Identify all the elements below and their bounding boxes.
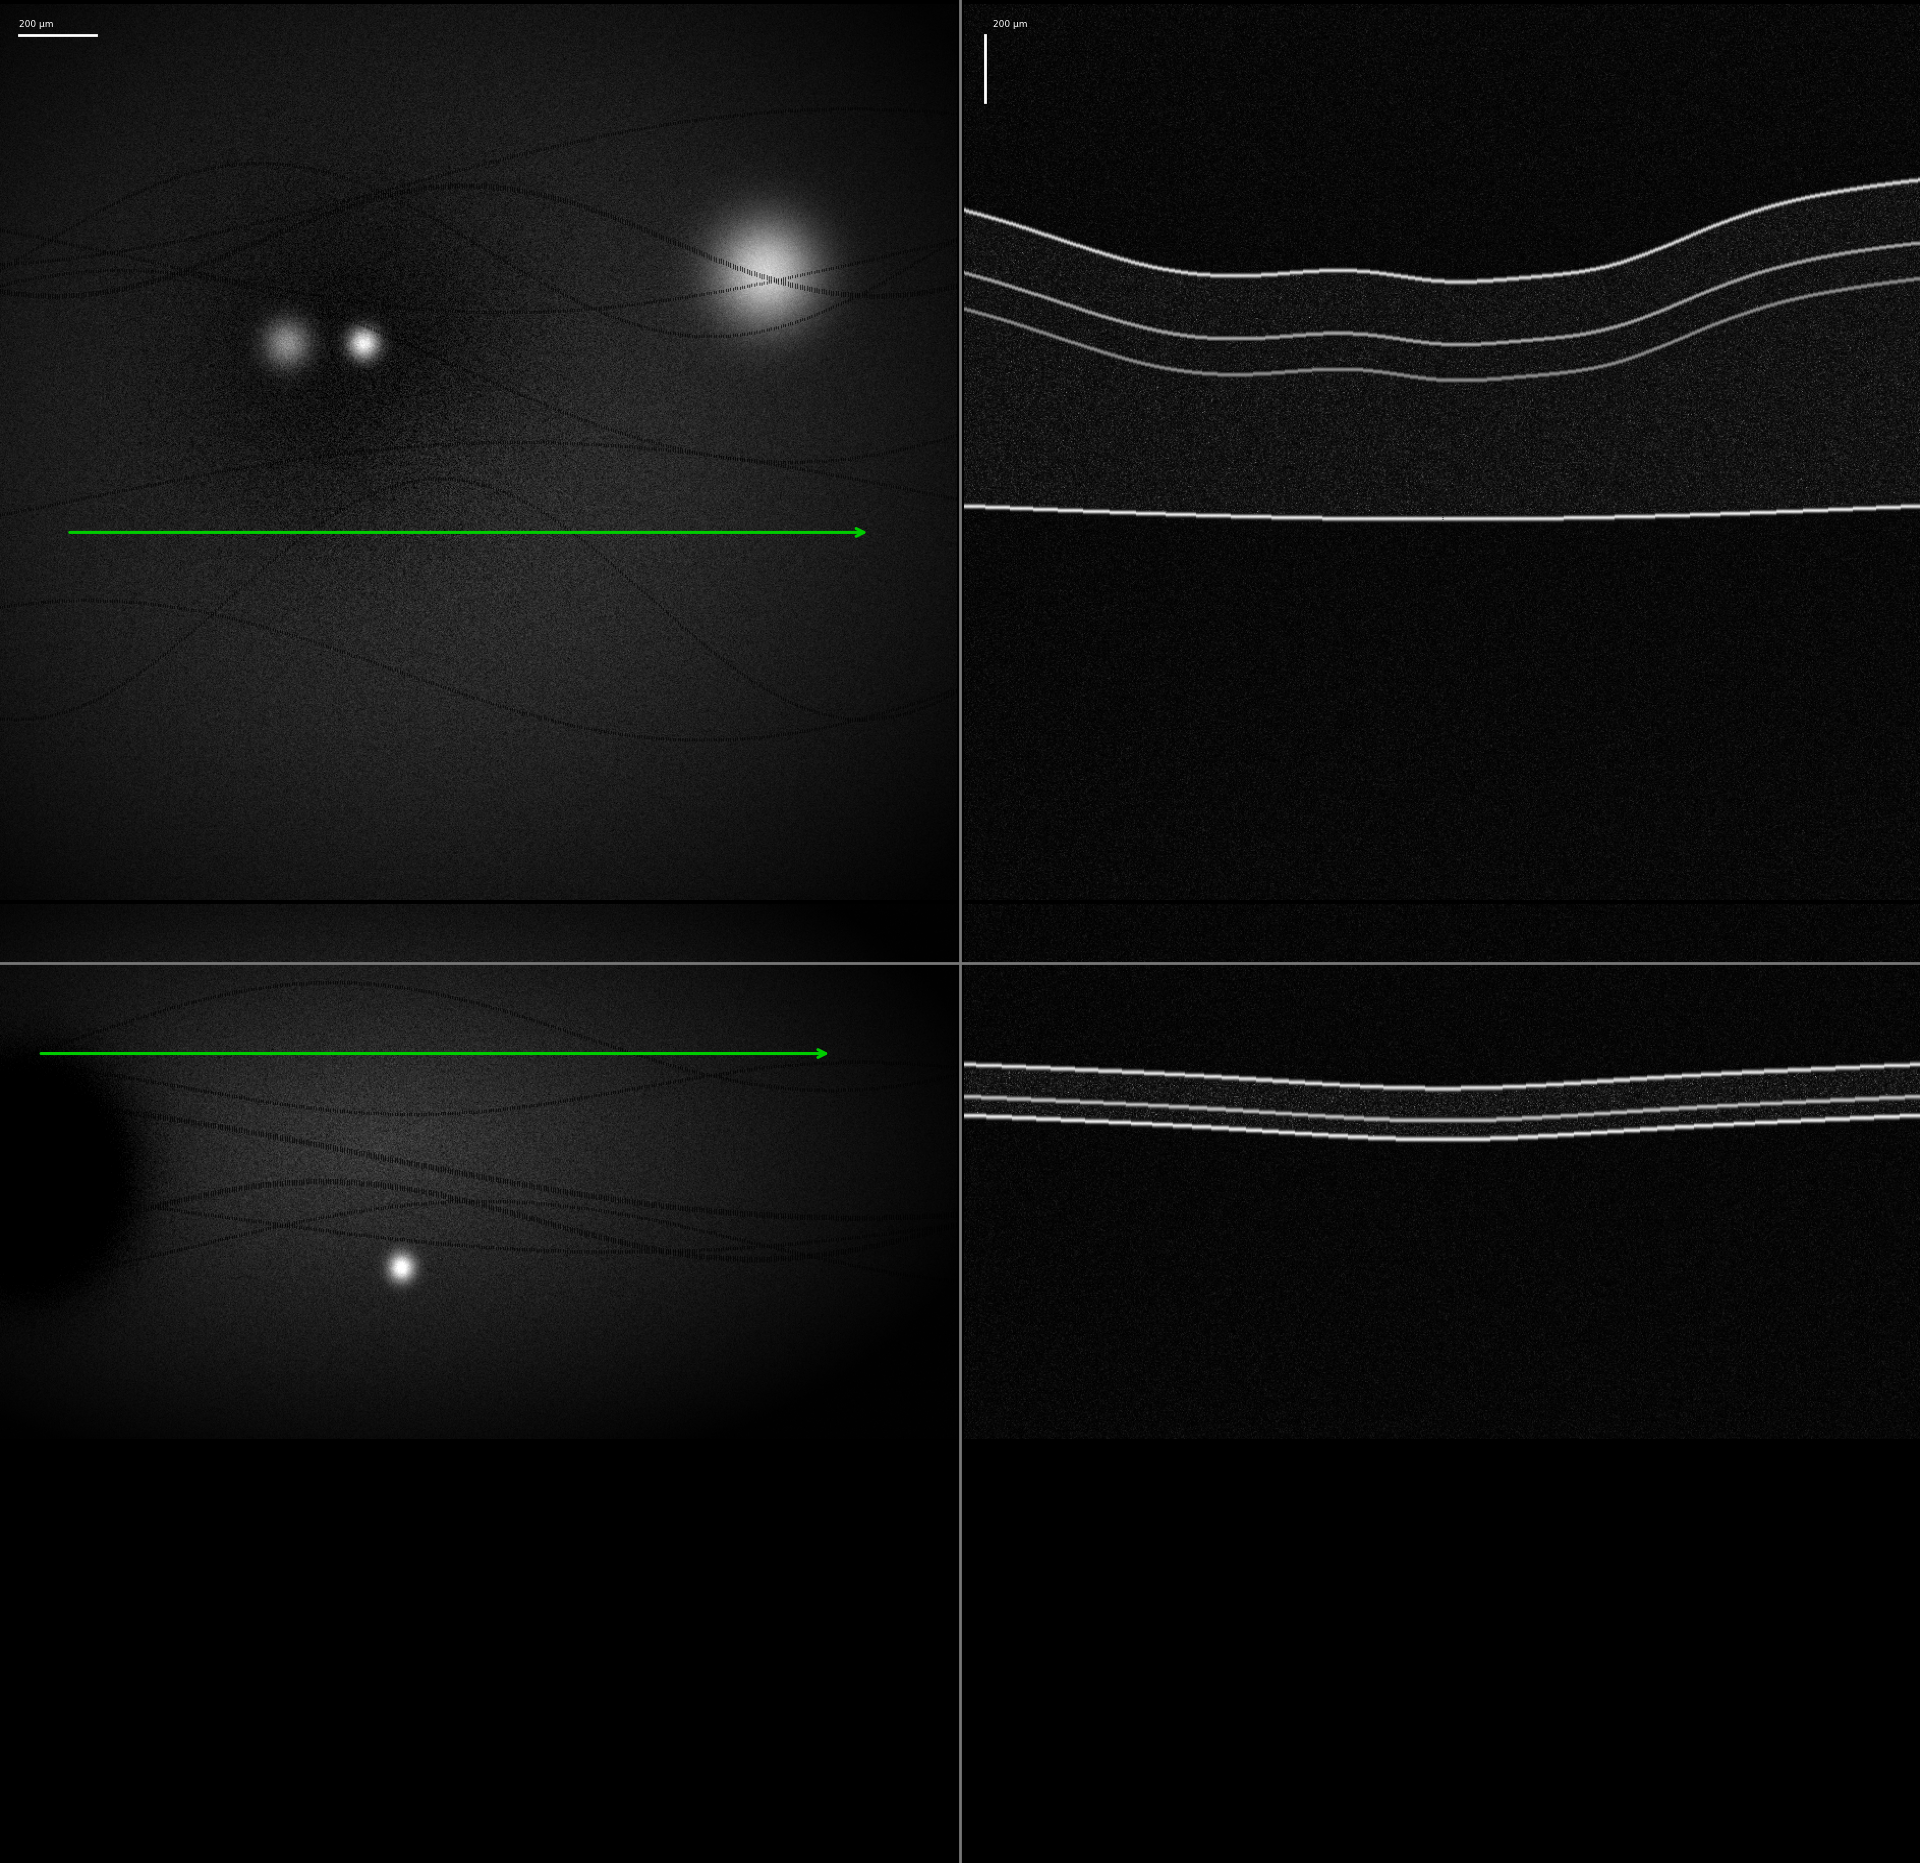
Text: 200 μm: 200 μm <box>19 20 54 28</box>
Text: 200 μm: 200 μm <box>993 20 1027 28</box>
